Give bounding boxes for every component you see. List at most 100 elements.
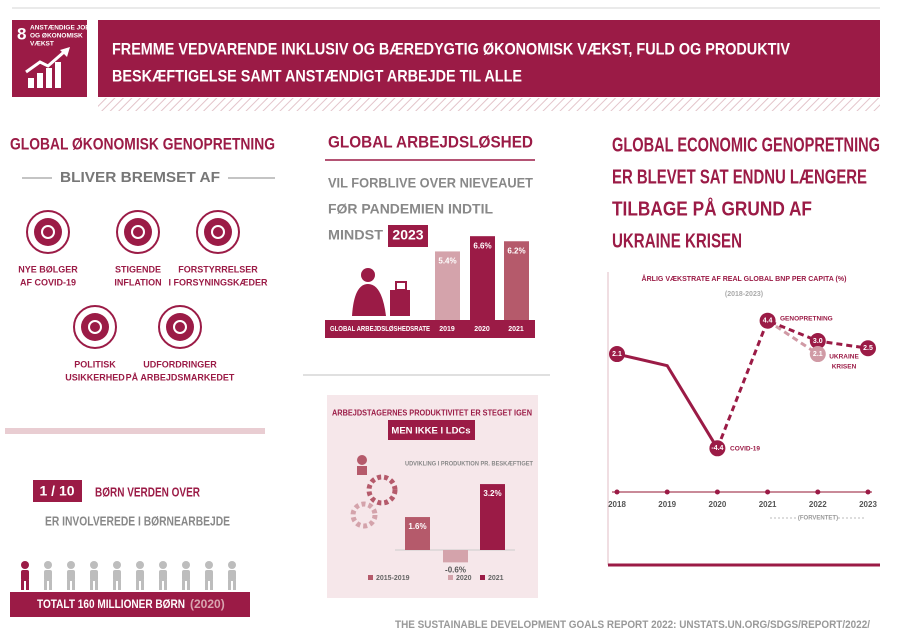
value-label: -0.6%	[445, 565, 466, 574]
child-figure	[90, 580, 93, 590]
child-figure	[21, 561, 29, 569]
highlight: MEN IKKE I LDCs	[391, 426, 470, 437]
child-figure	[233, 580, 236, 590]
value-label: 6.6%	[473, 241, 491, 250]
child-figure	[113, 570, 121, 581]
section-title: UKRAINE KRISEN	[612, 230, 742, 252]
factor-icon	[34, 218, 62, 246]
value-label: 1.6%	[408, 522, 426, 531]
section-text: VIL FORBLIVE OVER NIEVEAUET	[328, 175, 533, 191]
value-label: 3.2%	[483, 489, 501, 498]
section-title: GLOBAL ØKONOMISK GENOPRETNING	[10, 134, 275, 153]
total-year: (2020)	[190, 597, 225, 611]
person-icon	[357, 466, 367, 475]
factor-icon	[196, 210, 240, 254]
x-tick	[815, 489, 821, 495]
section-title: TILBAGE PÅ GRUND AF	[612, 196, 812, 220]
annotation: GENOPRETNING	[780, 316, 833, 323]
child-figure	[90, 561, 98, 569]
child-figure	[136, 580, 139, 590]
divider	[5, 428, 265, 434]
person-icon	[357, 455, 367, 465]
bar	[480, 484, 505, 550]
axis-label: GLOBAL ARBEJDSLØSHEDSRATE	[330, 324, 430, 333]
bar	[470, 236, 495, 320]
gear-icon	[366, 474, 398, 506]
factor-icon	[81, 313, 109, 341]
factor-icon	[116, 210, 160, 254]
child-text: ER INVOLVEREDE I BØRNEARBEJDE	[45, 513, 230, 528]
child-figure	[164, 580, 167, 590]
x-tick	[714, 489, 720, 495]
point	[809, 346, 826, 363]
section-title: GLOBAL ECONOMIC GENOPRETNING	[612, 134, 880, 156]
child-figure	[67, 561, 75, 569]
worker-icon	[395, 281, 407, 291]
child-figure	[205, 570, 213, 581]
bar	[435, 251, 460, 320]
factor-icon	[158, 305, 202, 349]
bar	[405, 517, 430, 550]
goal-label: VÆKST	[30, 41, 54, 48]
goal-label: OG ØKONOMISK	[30, 33, 83, 40]
factor-icon	[131, 225, 145, 239]
point	[809, 333, 826, 349]
point	[759, 312, 776, 329]
child-figure	[228, 561, 236, 569]
child-figure	[205, 580, 208, 590]
x-tick-label: 2019	[658, 500, 676, 509]
highlight-box	[388, 225, 428, 247]
x-tick	[614, 489, 620, 495]
factor-icon	[88, 320, 102, 334]
child-figure	[44, 580, 47, 590]
panel-title: ARBEJDSTAGERNES PRODUKTIVITET ER STEGET …	[332, 407, 532, 417]
factor-label: NYE BØLGER	[18, 264, 78, 274]
child-figure	[141, 580, 144, 590]
header-title: FREMME VEDVARENDE INKLUSIV OG BÆREDYGTIG…	[112, 39, 791, 58]
ratio-box	[33, 480, 82, 502]
chart-title: ÅRLIG VÆKSTRATE AF REAL GLOBAL BNP PER C…	[642, 274, 847, 283]
child-figure	[210, 580, 213, 590]
line	[766, 319, 819, 356]
annotation: UKRAINE	[829, 354, 859, 361]
x-tick-label: 2020	[709, 500, 727, 509]
value-label: 2.1	[813, 351, 823, 358]
x-tick-label: 2021	[759, 500, 777, 509]
child-figure	[136, 570, 144, 581]
value-label: 2.5	[863, 345, 873, 352]
forecast-label: (FORVENTET)	[798, 516, 838, 522]
factor-label: INFLATION	[114, 277, 161, 287]
section-text: MINDST	[328, 227, 383, 243]
factor-label: AF COVID-19	[20, 277, 76, 287]
child-figure	[113, 561, 121, 569]
goal-number: 8	[17, 24, 26, 43]
x-tick-label: 2022	[809, 500, 827, 509]
child-figure	[182, 561, 190, 569]
value-label: 4.4	[763, 318, 773, 325]
value-label: 6.2%	[507, 246, 525, 255]
source: THE SUSTAINABLE DEVELOPMENT GOALS REPORT…	[395, 619, 870, 631]
chart-subtitle: (2018-2023)	[725, 291, 763, 298]
base-bar	[325, 320, 535, 338]
legend-swatch	[448, 575, 453, 580]
child-figure	[159, 570, 167, 581]
child-figure	[159, 561, 167, 569]
x-tick	[765, 489, 771, 495]
child-text: BØRN VERDEN OVER	[95, 484, 200, 499]
value-label: 3.0	[813, 338, 823, 345]
factor-icon	[26, 210, 70, 254]
child-figure	[182, 570, 190, 581]
annotation: KRISEN	[832, 364, 857, 371]
factor-icon	[124, 218, 152, 246]
bar	[504, 241, 529, 320]
section-subtitle: BLIVER BREMSET AF	[60, 169, 220, 186]
goal-icon	[25, 47, 70, 88]
child-figure	[67, 570, 75, 581]
header-title: BESKÆFTIGELSE SAMT ANSTÆNDIGT ARBEJDE TI…	[112, 66, 522, 85]
factor-icon	[41, 225, 55, 239]
section-title: ER BLEVET SAT ENDNU LÆNGERE	[612, 166, 867, 188]
child-figure	[113, 580, 116, 590]
header-stripes	[98, 98, 880, 111]
value-label: 5.4%	[438, 257, 456, 266]
